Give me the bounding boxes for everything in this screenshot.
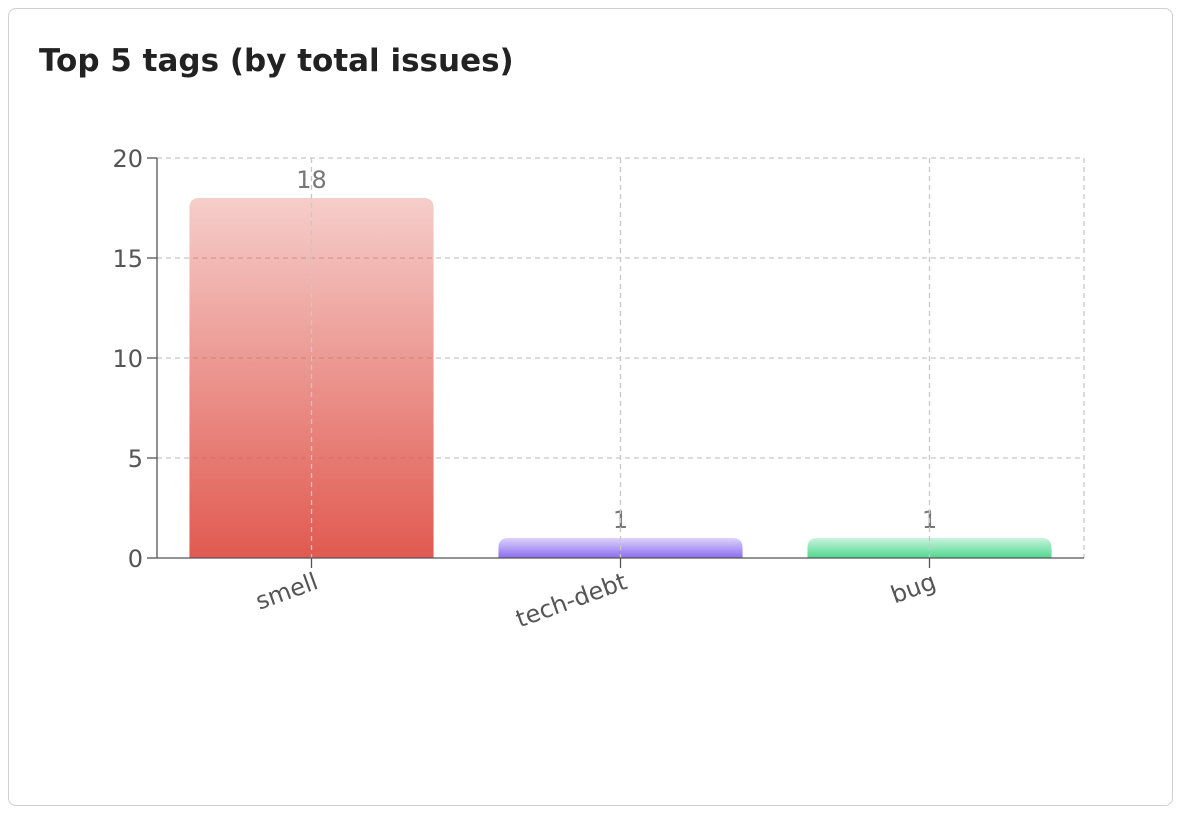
x-tick-label: smell [252,567,322,615]
x-tick-label: tech-debt [512,567,630,633]
chart-title: Top 5 tags (by total issues) [39,43,514,79]
y-tick-label: 10 [112,345,143,373]
y-tick-label: 0 [128,545,143,573]
y-tick-label: 5 [128,445,143,473]
y-tick-label: 15 [112,245,143,273]
y-tick-label: 20 [112,145,143,173]
x-tick-label: bug [887,567,940,609]
